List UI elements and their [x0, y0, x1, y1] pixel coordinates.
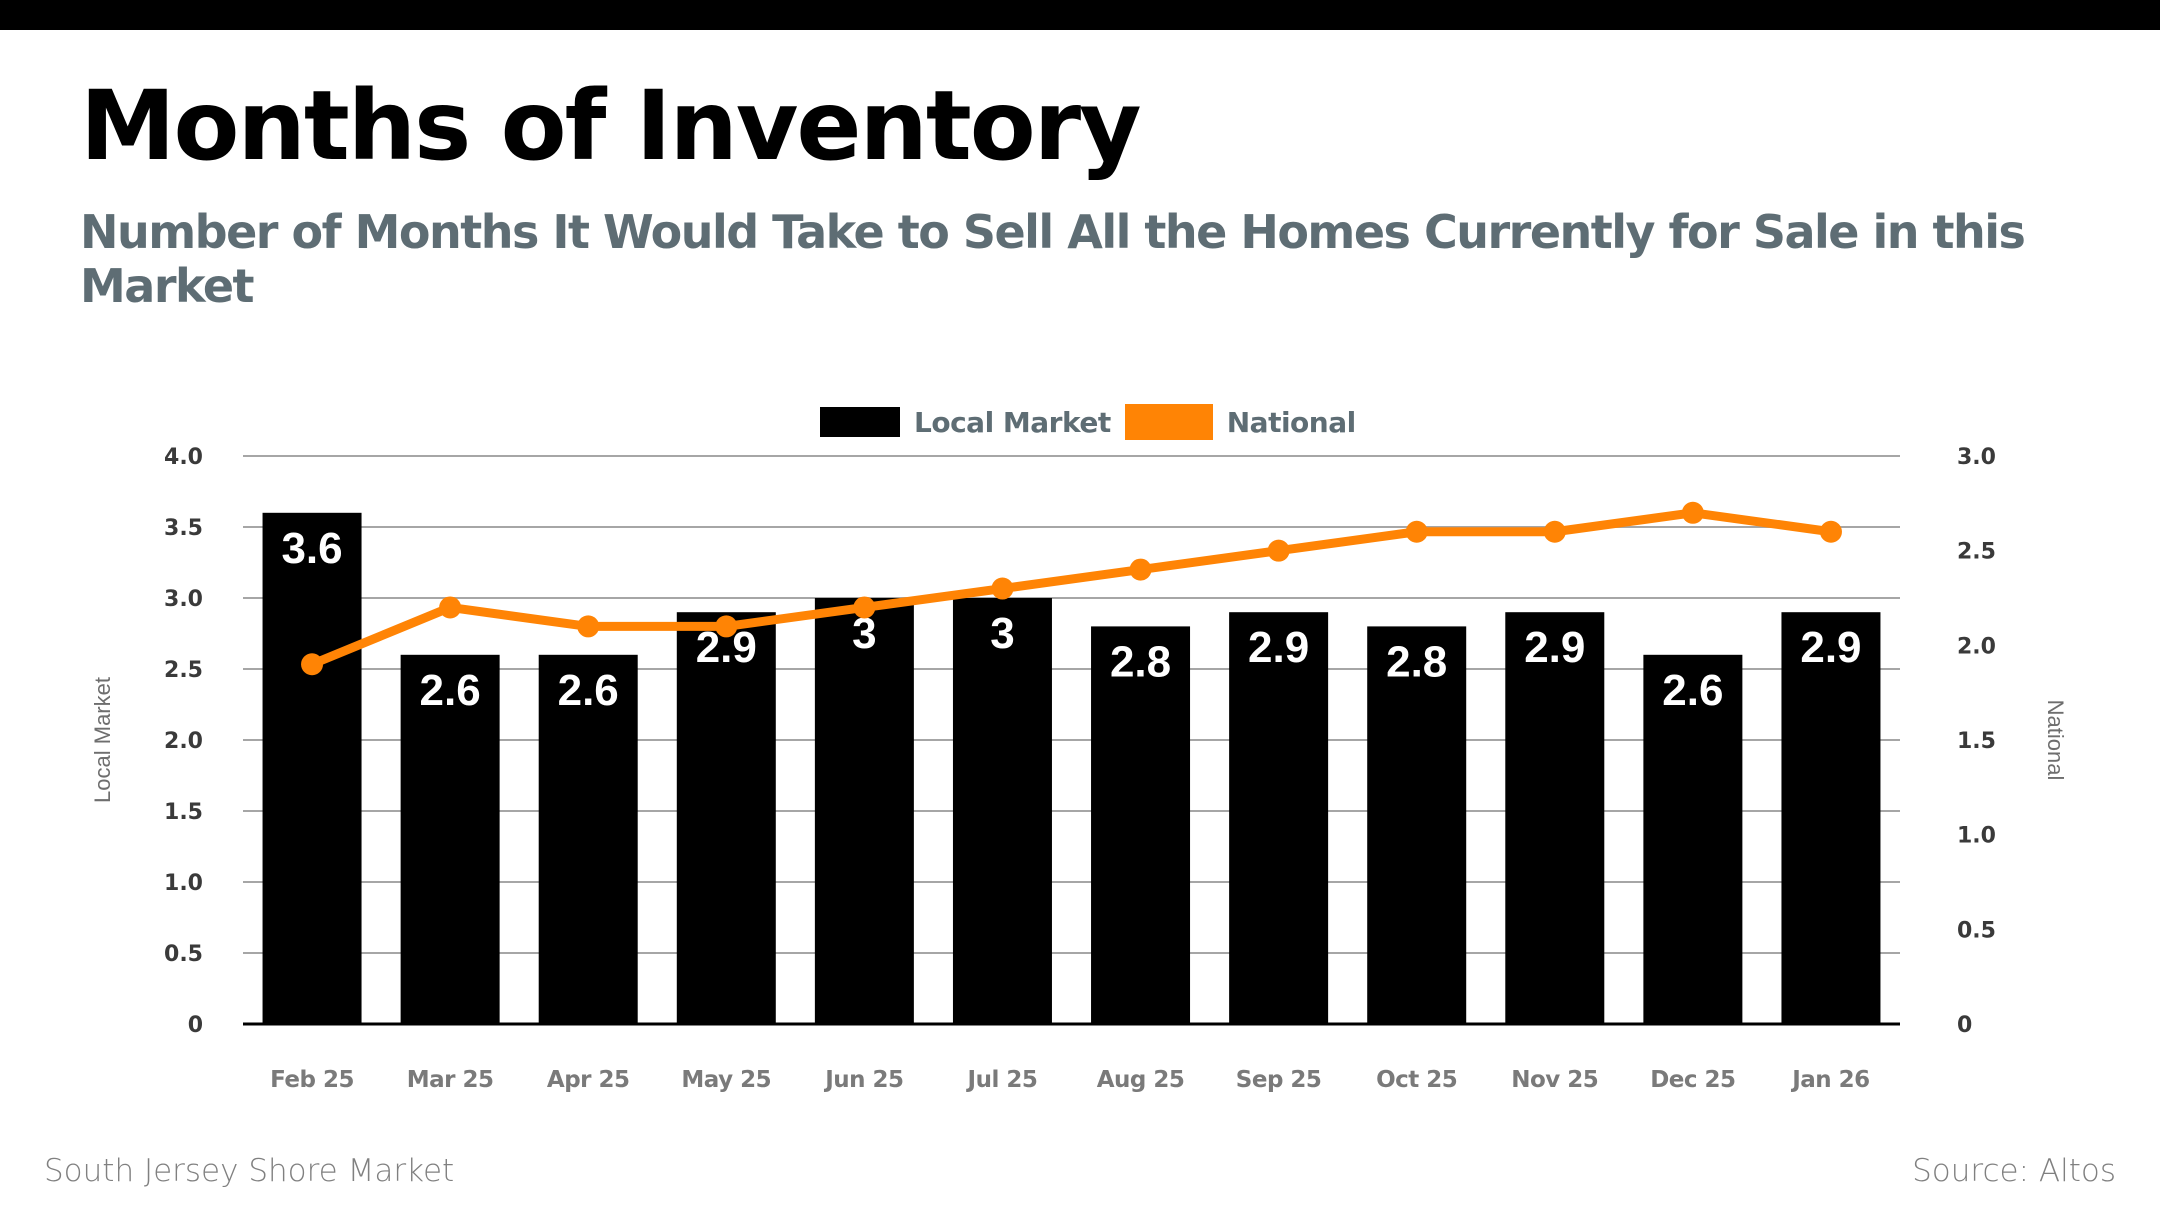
bar-local — [1643, 654, 1743, 1024]
y2-tick-label: 1.5 — [1957, 729, 1996, 754]
x-tick-label: Dec 25 — [1650, 1067, 1735, 1093]
national-point — [1819, 520, 1842, 543]
y-tick-label: 4.0 — [164, 445, 203, 470]
source-credit: Source: Altos — [1912, 1153, 2116, 1189]
y2-tick-label: 2.0 — [1957, 634, 1996, 659]
national-point — [1543, 520, 1566, 543]
bar-local — [1781, 612, 1881, 1024]
x-tick-label: May 25 — [681, 1067, 771, 1093]
bar-local — [952, 598, 1052, 1024]
x-tick-label: Mar 25 — [407, 1067, 494, 1093]
y-axis-right-title: National — [2043, 700, 2068, 781]
chart-legend: Local Market National — [820, 400, 1370, 444]
national-point — [1405, 520, 1428, 543]
y-tick-label: 1.0 — [164, 871, 203, 896]
y-tick-label: 1.5 — [164, 800, 203, 825]
x-tick-label: Aug 25 — [1097, 1067, 1185, 1093]
bar-local — [1505, 612, 1605, 1024]
bar-value-label: 2.9 — [1524, 623, 1585, 672]
bar-labels: 3.62.6 2.62.9 3 32.8 2.9 2.8 2.92.62.9 — [281, 524, 1861, 715]
y-tick-label: 3.0 — [164, 587, 203, 612]
national-point — [577, 615, 600, 638]
page-subtitle: Number of Months It Would Take to Sell A… — [80, 205, 2026, 313]
top-bar — [0, 0, 2160, 30]
x-tick-label: Nov 25 — [1511, 1067, 1598, 1093]
bar-value-label: 2.8 — [1110, 637, 1171, 686]
y-axis-left-ticks: 0 0.5 1.0 1.5 2.0 2.5 3.0 3.5 4.0 — [164, 445, 203, 1038]
y-tick-label: 2.5 — [164, 658, 203, 683]
bar-local — [814, 598, 914, 1024]
legend-label-local: Local Market — [914, 405, 1111, 439]
bar-value-label: 3.6 — [281, 524, 342, 573]
bar-value-label: 2.9 — [1248, 623, 1309, 672]
bar-value-label: 2.6 — [1662, 666, 1723, 715]
y-tick-label: 2.0 — [164, 729, 203, 754]
x-tick-label: Apr 25 — [547, 1067, 630, 1093]
bar-local — [538, 654, 638, 1024]
legend-label-national: National — [1226, 405, 1356, 439]
page-title: Months of Inventory — [80, 70, 1142, 182]
y2-tick-label: 1.0 — [1957, 824, 1996, 849]
x-tick-label: Feb 25 — [270, 1067, 354, 1093]
y2-tick-label: 0 — [1957, 1013, 1972, 1038]
y2-tick-label: 0.5 — [1957, 918, 1996, 943]
national-point — [1129, 558, 1152, 581]
x-axis-ticks: Feb 25 Mar 25 Apr 25 May 25 Jun 25 Jul 25 Aug … — [270, 1067, 1870, 1093]
y2-tick-label: 3.0 — [1957, 445, 1996, 470]
y-axis-right-ticks: 0 0.5 1.0 1.5 2.0 2.5 3.0 — [1957, 445, 1996, 1038]
bar-local — [1091, 626, 1191, 1024]
legend-swatch-national — [1124, 404, 1213, 440]
bar-local — [262, 512, 362, 1024]
y2-tick-label: 2.5 — [1957, 540, 1996, 565]
national-point — [1267, 539, 1290, 562]
national-line-path — [310, 508, 1832, 669]
bar-local — [400, 654, 500, 1024]
legend-swatch-local — [820, 407, 900, 437]
y-axis-left-title: Local Market — [90, 677, 115, 803]
national-point — [1681, 501, 1704, 524]
bars — [262, 512, 1881, 1024]
bar-value-label: 2.6 — [558, 666, 619, 715]
national-point — [301, 653, 324, 676]
bar-value-label: 2.8 — [1386, 637, 1447, 686]
national-line — [301, 501, 1842, 676]
national-point — [853, 596, 876, 619]
x-tick-label: Sep 25 — [1236, 1067, 1322, 1093]
y-tick-label: 0.5 — [164, 942, 203, 967]
bar-value-label: 2.9 — [1800, 623, 1861, 672]
bar-value-label: 2.6 — [420, 666, 481, 715]
x-tick-label: Jan 26 — [1790, 1067, 1869, 1093]
market-name: South Jersey Shore Market — [44, 1153, 455, 1189]
x-tick-label: Oct 25 — [1376, 1067, 1457, 1093]
bar-local — [1229, 612, 1329, 1024]
national-point — [715, 615, 738, 638]
national-point — [991, 577, 1014, 600]
grid-lines — [243, 455, 1900, 1026]
x-tick-label: Jun 25 — [823, 1067, 903, 1093]
bar-local — [1367, 626, 1467, 1024]
y-tick-label: 0 — [188, 1013, 203, 1038]
y-tick-label: 3.5 — [164, 516, 203, 541]
x-tick-label: Jul 25 — [966, 1067, 1038, 1093]
national-point — [439, 596, 462, 619]
bar-local — [676, 612, 776, 1024]
bar-value-label: 3 — [990, 609, 1014, 658]
